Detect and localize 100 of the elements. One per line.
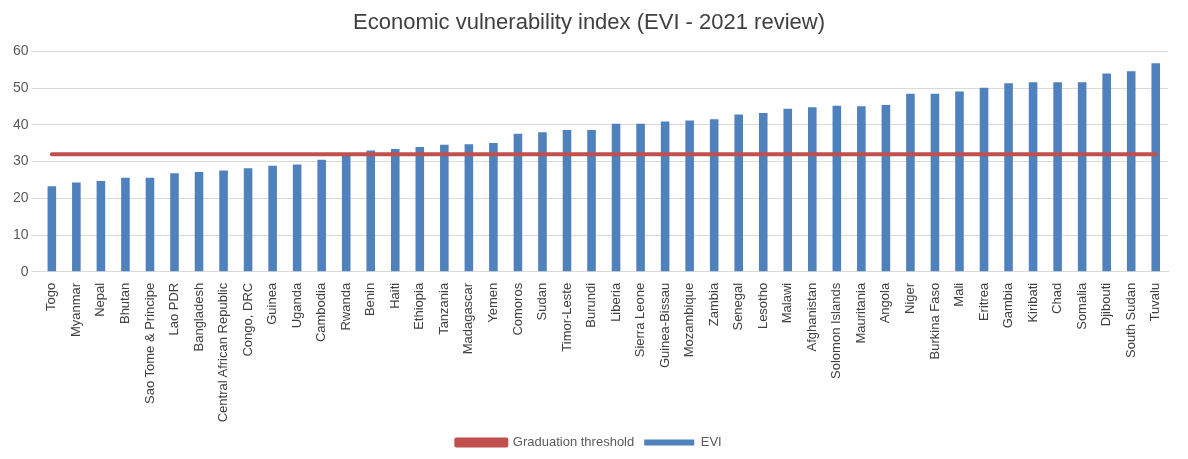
bar bbox=[611, 123, 621, 272]
bar bbox=[1028, 82, 1038, 272]
x-tick-label: Kiribati bbox=[1024, 282, 1040, 323]
bar bbox=[194, 171, 204, 272]
bar bbox=[219, 170, 228, 272]
bar bbox=[440, 144, 449, 272]
x-tick-label: Guinea-Bissau bbox=[656, 282, 672, 369]
bar bbox=[390, 149, 400, 272]
bar bbox=[341, 155, 351, 272]
x-tick-label: Burundi bbox=[583, 282, 599, 328]
y-tick-label: 60 bbox=[12, 42, 29, 59]
bar bbox=[489, 142, 498, 272]
x-tick-label: Haiti bbox=[386, 282, 402, 309]
bar bbox=[562, 130, 572, 272]
x-tick-label: Timor-Leste bbox=[558, 282, 574, 352]
bar bbox=[1102, 73, 1111, 272]
bar bbox=[979, 87, 989, 272]
bar bbox=[1126, 71, 1136, 272]
bar bbox=[587, 130, 596, 272]
x-tick-label: Sudan bbox=[534, 282, 550, 321]
bar bbox=[464, 144, 474, 272]
x-tick-label: Comoros bbox=[509, 282, 525, 336]
bar bbox=[96, 181, 106, 272]
x-tick-label: Madagascar bbox=[460, 282, 476, 355]
x-tick-label: Mozambique bbox=[681, 282, 697, 358]
x-tick-label: Cambodia bbox=[313, 282, 329, 343]
bar bbox=[268, 165, 277, 272]
x-tick-label: Somalia bbox=[1073, 282, 1089, 330]
bar bbox=[955, 91, 964, 272]
x-tick-label: Malawi bbox=[779, 282, 795, 324]
x-tick-label: Congo, DRC bbox=[239, 282, 255, 357]
x-tick-label: Angola bbox=[877, 282, 893, 324]
x-tick-label: Yemen bbox=[484, 282, 500, 323]
y-tick-label: 0 bbox=[20, 262, 29, 279]
bar bbox=[832, 105, 842, 272]
x-tick-label: Myanmar bbox=[67, 282, 83, 338]
x-tick-label: Benin bbox=[362, 282, 378, 317]
x-tick-label: Chad bbox=[1049, 282, 1065, 314]
y-tick-label: 30 bbox=[12, 152, 29, 169]
bar bbox=[808, 107, 817, 272]
bar bbox=[366, 150, 376, 272]
y-tick-label: 10 bbox=[12, 225, 29, 242]
bar bbox=[906, 93, 915, 272]
bar bbox=[1077, 82, 1087, 272]
x-tick-label: Central African Republic bbox=[215, 282, 231, 423]
bar bbox=[121, 177, 130, 272]
x-tick-label: Mauritania bbox=[852, 282, 868, 344]
bar bbox=[636, 123, 645, 272]
bar bbox=[47, 186, 57, 272]
y-tick-label: 40 bbox=[12, 115, 29, 132]
x-tick-label: Burkina Faso bbox=[926, 282, 942, 360]
x-tick-label: Senegal bbox=[730, 282, 746, 331]
bar bbox=[734, 114, 743, 272]
bar bbox=[758, 113, 768, 272]
bar bbox=[513, 133, 523, 272]
x-tick-label: Niger bbox=[902, 282, 917, 314]
x-tick-label: Eritrea bbox=[975, 282, 991, 322]
bar bbox=[660, 121, 670, 272]
bar bbox=[1004, 83, 1013, 272]
chart-title: Economic vulnerability index (EVI - 2021 review) bbox=[353, 9, 825, 35]
x-tick-label: Afghanistan bbox=[803, 282, 819, 352]
bar bbox=[170, 173, 179, 272]
bar bbox=[415, 146, 425, 272]
x-tick-label: Bhutan bbox=[117, 282, 133, 325]
x-tick-label: Liberia bbox=[607, 282, 623, 322]
x-tick-label: Gambia bbox=[1000, 282, 1016, 329]
y-tick-label: 50 bbox=[12, 79, 29, 95]
x-tick-label: Lao PDR bbox=[166, 282, 182, 336]
bar bbox=[1053, 82, 1062, 272]
x-tick-label: Bangladesh bbox=[190, 282, 206, 352]
x-tick-label: Solomon Islands bbox=[828, 282, 844, 379]
x-tick-label: Zambia bbox=[705, 282, 721, 327]
x-tick-label: Sierra Leone bbox=[632, 282, 648, 358]
x-tick-label: Uganda bbox=[288, 282, 304, 329]
x-tick-label: Rwanda bbox=[337, 282, 353, 331]
bar bbox=[685, 120, 694, 272]
bar bbox=[709, 119, 719, 272]
x-tick-label: South Sudan bbox=[1122, 282, 1138, 359]
bar bbox=[930, 93, 940, 272]
x-tick-label: Guinea bbox=[264, 282, 280, 325]
x-tick-label: Djibouti bbox=[1098, 282, 1114, 327]
y-tick-label: 20 bbox=[12, 189, 29, 206]
bar bbox=[538, 132, 547, 272]
x-tick-label: Tanzania bbox=[435, 282, 451, 335]
bar bbox=[317, 159, 326, 272]
x-tick-label: Mali bbox=[951, 282, 967, 307]
legend-label: EVI bbox=[700, 434, 722, 450]
x-tick-label: Togo bbox=[43, 282, 59, 312]
bar bbox=[857, 106, 866, 272]
bar bbox=[783, 108, 793, 272]
bar bbox=[145, 177, 155, 272]
bar bbox=[243, 168, 253, 272]
x-tick-label: Sao Tome & Principe bbox=[141, 282, 157, 404]
bar bbox=[292, 164, 302, 272]
bar bbox=[72, 182, 81, 272]
legend-label: Graduation threshold bbox=[512, 434, 635, 450]
bar bbox=[881, 105, 891, 272]
x-tick-label: Tuvalu bbox=[1147, 282, 1163, 322]
x-tick-label: Ethiopia bbox=[411, 282, 427, 330]
x-tick-label: Nepal bbox=[92, 282, 108, 317]
